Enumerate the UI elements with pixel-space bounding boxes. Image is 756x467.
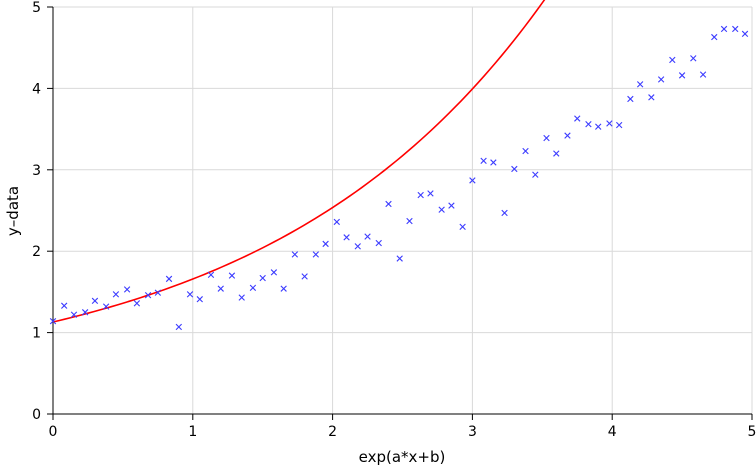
- y-tick-label-2: 2: [32, 244, 41, 260]
- data-point-60: [678, 72, 686, 79]
- data-points-layer: [49, 25, 749, 331]
- data-point-64: [720, 25, 728, 33]
- data-point-32: [385, 200, 392, 208]
- data-point-12: [175, 323, 183, 331]
- data-point-28: [343, 234, 350, 241]
- y-axis-label: y–data: [4, 186, 22, 236]
- data-point-56: [636, 81, 644, 88]
- data-point-26: [322, 240, 329, 248]
- data-point-37: [438, 206, 445, 213]
- data-point-3: [81, 309, 89, 316]
- x-tick-label-5: 5: [748, 424, 756, 440]
- data-point-29: [354, 243, 361, 250]
- data-point-11: [165, 275, 173, 283]
- data-point-33: [396, 255, 403, 262]
- data-point-63: [711, 33, 718, 41]
- data-point-19: [249, 284, 257, 292]
- data-point-27: [333, 218, 340, 226]
- data-point-51: [585, 121, 592, 128]
- tick-labels: 0 1 2 3 4 5 0 1 2 3 4 5: [32, 0, 756, 440]
- y-tick-label-0: 0: [32, 407, 41, 423]
- data-point-48: [553, 150, 560, 157]
- data-point-58: [657, 76, 665, 83]
- data-point-38: [448, 202, 455, 209]
- x-tick-label-3: 3: [468, 424, 477, 440]
- data-point-61: [690, 55, 697, 62]
- data-point-21: [270, 269, 278, 276]
- data-point-35: [417, 191, 424, 199]
- x-tick-label-0: 0: [49, 424, 58, 440]
- data-point-6: [112, 291, 120, 298]
- data-point-23: [291, 251, 299, 258]
- data-point-18: [238, 294, 245, 301]
- data-point-50: [574, 115, 581, 122]
- data-point-0: [49, 318, 57, 325]
- data-point-13: [186, 291, 194, 298]
- data-point-4: [91, 297, 99, 305]
- data-point-30: [364, 233, 371, 240]
- data-point-2: [70, 311, 78, 318]
- data-point-24: [301, 273, 308, 280]
- fit-curve: [52, 0, 546, 323]
- data-point-14: [196, 296, 203, 303]
- data-point-5: [102, 303, 110, 310]
- data-point-34: [406, 217, 413, 225]
- y-tick-label-3: 3: [32, 163, 41, 179]
- data-point-8: [133, 300, 141, 307]
- data-point-62: [699, 71, 707, 78]
- axes: [47, 6, 753, 420]
- fit-curve-layer: [52, 0, 546, 323]
- data-point-55: [627, 95, 634, 103]
- y-tick-label-4: 4: [32, 81, 41, 97]
- data-point-25: [312, 251, 320, 258]
- data-point-46: [532, 171, 539, 178]
- data-point-54: [616, 121, 623, 129]
- x-axis-label: exp(a*x+b): [359, 448, 446, 466]
- x-tick-label-4: 4: [608, 424, 617, 440]
- data-point-31: [375, 239, 382, 247]
- data-point-65: [732, 25, 739, 33]
- data-point-57: [648, 94, 655, 101]
- data-point-43: [501, 209, 508, 217]
- data-point-52: [595, 123, 602, 130]
- data-point-40: [469, 177, 476, 184]
- data-point-9: [144, 291, 152, 299]
- data-point-36: [427, 190, 434, 197]
- y-tick-label-5: 5: [32, 0, 41, 16]
- data-point-44: [511, 165, 518, 173]
- data-point-66: [741, 30, 749, 38]
- data-point-59: [669, 56, 676, 64]
- data-point-1: [60, 302, 68, 309]
- data-point-17: [228, 272, 236, 279]
- data-point-45: [522, 147, 529, 155]
- data-point-10: [154, 289, 162, 296]
- grid: [52, 6, 753, 415]
- data-point-16: [217, 285, 224, 292]
- data-point-22: [280, 285, 287, 292]
- data-point-7: [123, 286, 131, 293]
- data-point-15: [207, 271, 215, 278]
- data-point-47: [543, 134, 550, 142]
- data-point-42: [490, 159, 497, 166]
- data-point-53: [606, 120, 613, 127]
- data-point-39: [459, 223, 466, 230]
- x-tick-label-1: 1: [188, 424, 197, 440]
- x-tick-label-2: 2: [328, 424, 337, 440]
- data-point-41: [480, 157, 487, 165]
- data-point-20: [259, 274, 266, 282]
- y-tick-label-1: 1: [32, 326, 41, 342]
- data-point-49: [564, 132, 571, 139]
